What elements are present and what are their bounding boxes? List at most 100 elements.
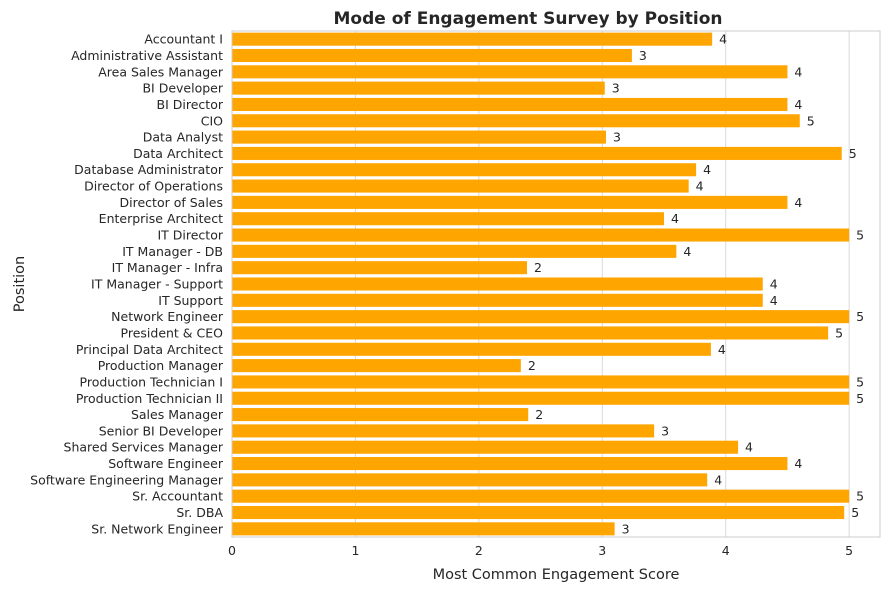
y-tick-label: Production Technician I xyxy=(80,374,223,389)
bars xyxy=(232,32,850,536)
bar xyxy=(232,522,615,536)
y-tick-label: BI Director xyxy=(157,97,224,112)
data-label: 5 xyxy=(856,309,864,324)
bar xyxy=(232,391,850,405)
bar xyxy=(232,114,800,128)
data-label: 2 xyxy=(534,260,542,275)
plot-frame xyxy=(231,30,881,538)
bar xyxy=(232,375,850,389)
bar xyxy=(232,261,527,275)
data-label: 2 xyxy=(528,358,536,373)
y-axis-label: Position xyxy=(12,256,28,312)
bar xyxy=(232,130,606,144)
bar xyxy=(232,489,850,503)
data-label: 4 xyxy=(683,244,691,259)
y-tick-label: CIO xyxy=(201,113,223,128)
y-tick-label: IT Director xyxy=(157,228,223,243)
bar xyxy=(232,244,677,258)
y-tick-label: IT Support xyxy=(158,293,223,308)
y-tick-label: Software Engineering Manager xyxy=(30,472,224,487)
y-tick-label: IT Manager - DB xyxy=(122,244,223,259)
y-tick-label: President & CEO xyxy=(121,325,224,340)
data-label: 4 xyxy=(770,277,778,292)
data-label: 4 xyxy=(794,195,802,210)
y-tick-label: Senior BI Developer xyxy=(99,423,224,438)
bar xyxy=(232,293,763,307)
y-tick-label: Director of Operations xyxy=(84,179,223,194)
data-label: 5 xyxy=(851,505,859,520)
data-label: 5 xyxy=(807,113,815,128)
y-tick-label: Administrative Assistant xyxy=(71,48,223,63)
chart-title: Mode of Engagement Survey by Position xyxy=(334,9,723,29)
y-tick-label: Database Administrator xyxy=(74,162,224,177)
x-tick-label: 0 xyxy=(228,543,236,558)
y-tick-label: Sr. Accountant xyxy=(132,489,223,504)
data-label: 4 xyxy=(745,440,753,455)
y-tick-label: IT Manager - Support xyxy=(91,277,223,292)
bar xyxy=(232,408,529,422)
y-tick-label: Sr. Network Engineer xyxy=(91,521,224,536)
y-tick-label: Data Architect xyxy=(133,146,223,161)
data-label: 4 xyxy=(703,162,711,177)
bar xyxy=(232,97,788,111)
bar xyxy=(232,277,763,291)
bar xyxy=(232,32,713,46)
data-label: 3 xyxy=(639,48,647,63)
data-label: 4 xyxy=(770,293,778,308)
bar xyxy=(232,65,788,79)
data-label: 4 xyxy=(794,97,802,112)
x-tick-label: 5 xyxy=(845,543,853,558)
y-tick-label: Area Sales Manager xyxy=(98,64,224,79)
y-tick-label: Accountant I xyxy=(144,32,223,47)
y-tick-label: Software Engineer xyxy=(108,456,224,471)
y-tick-label: Shared Services Manager xyxy=(64,440,224,455)
x-tick-label: 3 xyxy=(598,543,606,558)
bar xyxy=(232,195,788,209)
y-tick-label: Sales Manager xyxy=(131,407,224,422)
data-label: 3 xyxy=(622,521,630,536)
data-label: 2 xyxy=(535,407,543,422)
y-tick-label: Production Technician II xyxy=(76,391,223,406)
bar xyxy=(232,163,697,177)
bar xyxy=(232,310,850,324)
data-label: 5 xyxy=(856,374,864,389)
y-tick-label: Data Analyst xyxy=(143,130,223,145)
x-tick-label: 2 xyxy=(475,543,483,558)
data-label: 3 xyxy=(612,81,620,96)
x-tick-label: 1 xyxy=(351,543,359,558)
data-label: 4 xyxy=(719,32,727,47)
data-label: 5 xyxy=(849,146,857,161)
bar xyxy=(232,326,829,340)
y-tick-label: Production Manager xyxy=(98,358,224,373)
data-label: 5 xyxy=(856,228,864,243)
data-label: 4 xyxy=(714,472,722,487)
data-label: 4 xyxy=(794,456,802,471)
y-tick-label: Enterprise Architect xyxy=(99,211,223,226)
y-tick-label: Principal Data Architect xyxy=(76,342,223,357)
bar xyxy=(232,212,664,226)
data-label: 5 xyxy=(835,325,843,340)
data-label: 5 xyxy=(856,489,864,504)
y-tick-label: Sr. DBA xyxy=(176,505,223,520)
bar xyxy=(232,179,689,193)
data-label: 4 xyxy=(794,64,802,79)
y-tick-label: Director of Sales xyxy=(120,195,223,210)
bar xyxy=(232,359,521,373)
data-label: 5 xyxy=(856,391,864,406)
bar xyxy=(232,424,655,438)
bar xyxy=(232,440,739,454)
y-tick-label: BI Developer xyxy=(142,81,223,96)
data-label: 4 xyxy=(696,179,704,194)
data-label: 4 xyxy=(671,211,679,226)
bar xyxy=(232,146,842,160)
bar xyxy=(232,457,788,471)
x-tick-labels: 0 1 2 3 4 5 xyxy=(228,543,853,558)
y-tick-label: Network Engineer xyxy=(111,309,224,324)
bar xyxy=(232,342,711,356)
x-axis-label: Most Common Engagement Score xyxy=(433,567,680,583)
x-tick-label: 4 xyxy=(722,543,730,558)
